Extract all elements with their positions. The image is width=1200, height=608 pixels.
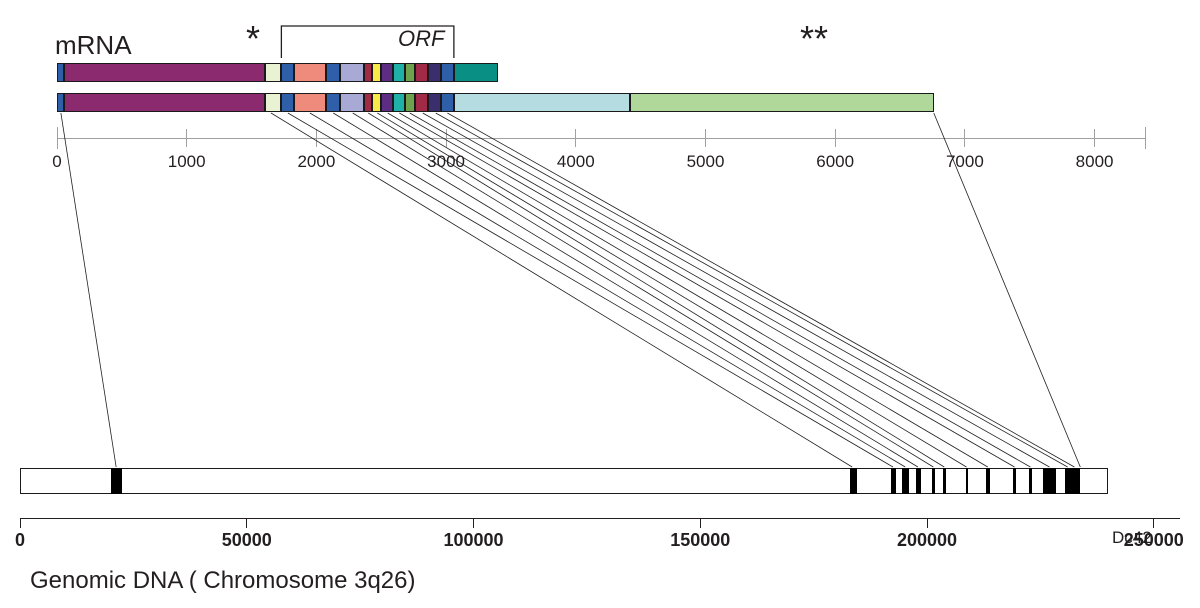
mapping-line: [377, 113, 966, 467]
mapping-line: [410, 113, 1031, 467]
mapping-line: [368, 113, 944, 467]
mapping-line: [436, 113, 1068, 467]
mapping-line: [310, 113, 905, 467]
mapping-line: [61, 113, 116, 467]
mapping-line: [388, 113, 988, 467]
mapping-line: [447, 113, 1074, 467]
mapping-line: [271, 113, 852, 467]
mapping-line: [353, 113, 934, 467]
mapping-line: [333, 113, 918, 467]
gene-structure-diagram: { "canvas":{"width":1200,"height":608,"b…: [0, 0, 1200, 608]
orf-bracket: [281, 26, 454, 58]
mapping-line: [288, 113, 893, 467]
connector-lines: [0, 0, 1200, 608]
mapping-line: [399, 113, 1014, 467]
